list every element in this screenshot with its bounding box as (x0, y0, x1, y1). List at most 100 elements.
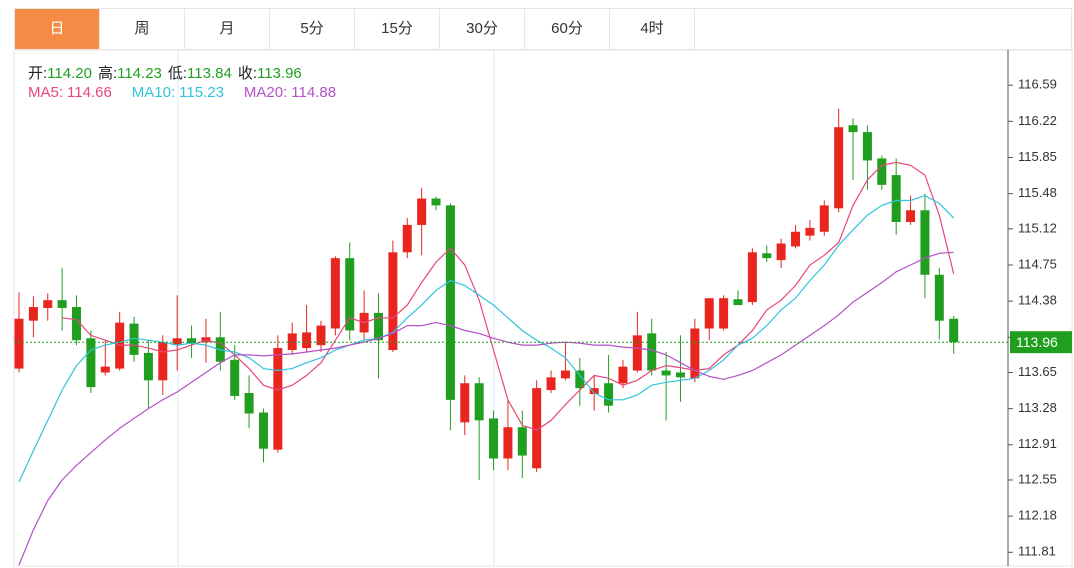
info-value: 113.96 (256, 65, 302, 82)
ma-value: 115.23 (179, 84, 224, 101)
candle-body (57, 300, 67, 308)
period-tab[interactable]: 30分 (440, 9, 525, 49)
candle-body (877, 158, 887, 185)
y-tick-label: 115.48 (1018, 185, 1057, 200)
info-label: 低: (167, 65, 188, 82)
candle-body (704, 298, 714, 329)
candle-body (675, 372, 685, 378)
y-tick-label: 115.85 (1018, 149, 1057, 164)
candle-body (417, 198, 427, 225)
period-tab[interactable]: 日 (15, 9, 100, 49)
info-label: 高: (97, 65, 118, 82)
y-tick-label: 114.38 (1018, 293, 1057, 308)
candle-body (388, 252, 398, 351)
candle-body (632, 335, 642, 371)
ma-line (62, 161, 955, 431)
period-tab[interactable]: 60分 (525, 9, 610, 49)
candle-body (618, 366, 628, 384)
candle-body (747, 252, 757, 303)
ma-label: MA5: (28, 84, 64, 101)
candle-body (374, 312, 383, 341)
candle-body (302, 332, 312, 349)
candle-body (690, 328, 700, 379)
candle-body (230, 359, 240, 396)
candle-body (474, 383, 484, 421)
candle-body (14, 318, 24, 369)
y-tick-label: 112.55 (1018, 471, 1057, 486)
period-tabs: 日周月 5分 15分 30分 60分 4时 (14, 8, 1072, 50)
info-value: 114.23 (117, 65, 162, 82)
y-tick-label: 113.28 (1018, 400, 1057, 415)
candle-body (575, 370, 585, 389)
candle-body (273, 348, 283, 450)
info-value: 114.20 (47, 65, 92, 82)
period-tab[interactable]: 月 (185, 9, 270, 49)
candle-body (848, 125, 858, 133)
candle-body (129, 323, 139, 355)
candle-body (532, 388, 542, 469)
candle-body (791, 231, 801, 247)
candle-body (719, 298, 729, 329)
candle-body (431, 198, 441, 206)
candle-body (445, 205, 455, 400)
ma-value: 114.88 (291, 84, 337, 101)
y-tick-label: 115.12 (1018, 220, 1057, 235)
candle-body (86, 338, 96, 388)
candle-body (906, 210, 916, 222)
y-tick-label: 116.22 (1018, 113, 1057, 128)
candle-body (158, 342, 168, 381)
candle-body (934, 274, 944, 321)
candle-body (287, 333, 297, 351)
period-tab[interactable]: 5分 (270, 9, 355, 49)
candle-body (345, 258, 355, 331)
ma-line (18, 251, 954, 566)
info-label: 开: (28, 65, 48, 82)
candle-body (517, 427, 527, 456)
candle-body (43, 300, 53, 308)
period-tab[interactable]: 4时 (610, 9, 695, 49)
candle-body (733, 299, 743, 306)
candle-body (560, 370, 570, 379)
candle-body (891, 175, 901, 222)
candle-body (244, 393, 254, 414)
candle-body (604, 383, 614, 406)
ma-legend: MA5: 114.66 MA10: 115.23 MA20: 114.88 (28, 84, 356, 101)
candle-body (489, 418, 499, 459)
candle-body (402, 224, 412, 253)
candle-body (100, 366, 110, 373)
y-tick-label: 112.91 (1018, 436, 1057, 451)
candle-body (460, 383, 470, 423)
ma-line (18, 194, 955, 483)
period-tab[interactable]: 15分 (355, 9, 440, 49)
candle-body (143, 352, 153, 381)
candle-body (72, 307, 82, 341)
candle-body (28, 307, 38, 321)
candle-body (862, 132, 872, 161)
candle-body (503, 427, 513, 459)
info-label: 收: (237, 65, 257, 82)
candle-body (316, 325, 326, 346)
ma-label: MA20: (243, 84, 288, 101)
info-value: 113.84 (187, 65, 232, 82)
candle-body (187, 338, 197, 344)
ohlc-info: 开:114.20 高:114.23 低:113.84 收:113.96 (28, 62, 308, 83)
candle-body (819, 205, 829, 232)
period-tab[interactable]: 周 (100, 9, 185, 49)
candle-body (661, 370, 671, 376)
candle-body (776, 243, 786, 261)
candle-body (834, 127, 844, 209)
candle-body (258, 412, 268, 449)
candle-body (546, 377, 556, 391)
last-price-label: 113.96 (1016, 334, 1058, 350)
candle-body (805, 227, 815, 236)
ma-label: MA10: (131, 84, 176, 101)
candle-body (920, 210, 930, 275)
candle-body (172, 338, 182, 346)
candle-body (949, 318, 959, 343)
y-tick-label: 111.81 (1018, 544, 1056, 559)
chart-frame (13, 49, 1073, 567)
y-tick-label: 114.75 (1018, 256, 1057, 271)
y-tick-label: 112.18 (1018, 508, 1057, 523)
